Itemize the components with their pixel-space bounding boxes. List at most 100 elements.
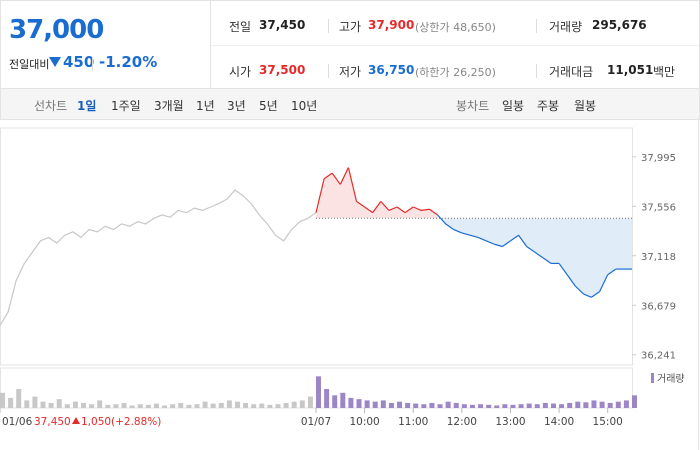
price-segment	[380, 200, 390, 211]
volume-bar	[632, 395, 637, 408]
stat-value: 295,676	[592, 18, 647, 32]
volume-bar	[234, 401, 240, 408]
price-segment	[331, 172, 341, 185]
volume-bar	[437, 404, 443, 408]
volume-bar	[364, 400, 370, 408]
volume-bar	[567, 402, 573, 408]
price-segment	[566, 274, 576, 287]
volume-bar	[461, 404, 467, 408]
change-rate: -1.20%	[99, 53, 158, 71]
x-tick-label: 11:00	[398, 416, 428, 428]
volume-bar	[372, 401, 378, 408]
up-arrow	[72, 417, 80, 424]
price-segment	[412, 206, 422, 211]
volume-bar	[186, 404, 192, 408]
prev-change-note: 1,050	[81, 416, 111, 428]
volume-bar	[453, 402, 459, 408]
price-summary: 37,000 전일대비 450 -1.20%	[1, 1, 211, 89]
volume-bar	[534, 404, 540, 408]
volume-bar	[591, 400, 597, 408]
volume-bar	[332, 395, 338, 408]
volume-bar	[518, 404, 524, 408]
price-segment	[574, 285, 584, 295]
volume-bar	[542, 402, 548, 408]
volume-bar	[218, 402, 224, 408]
tab[interactable]: 1주일	[111, 99, 141, 113]
volume-bar	[397, 401, 403, 408]
price-segment	[445, 223, 455, 231]
period-tabs: 선차트 1일 1주일 3개월 1년 3년 5년 10년 봉차트 일봉 주봉 월봉	[0, 88, 700, 120]
volume-bar	[356, 399, 362, 408]
prev-rate-note: (+2.88%)	[111, 416, 161, 428]
stat-label: 시가	[229, 65, 252, 79]
volume-legend: 거래량	[657, 373, 685, 385]
price-segment	[502, 240, 511, 247]
tab-group-label: 선차트	[34, 99, 68, 113]
volume-bar	[510, 404, 516, 408]
stat-label: 거래량	[549, 20, 583, 34]
price-segment	[518, 234, 528, 247]
volume-bar	[599, 401, 605, 408]
volume-bar	[121, 402, 127, 408]
volume-bar	[89, 404, 95, 408]
tab[interactable]: 3개월	[154, 99, 184, 113]
tab[interactable]: 1년	[196, 99, 215, 113]
volume-bar	[129, 405, 135, 408]
stat-note: (상한가 48,650)	[415, 21, 496, 34]
volume-bar	[380, 400, 386, 408]
volume-bar	[583, 402, 589, 408]
volume-bar	[550, 403, 556, 408]
tab[interactable]: 5년	[259, 99, 278, 113]
volume-bar	[283, 402, 289, 408]
volume-bar	[307, 396, 313, 408]
price-segment	[339, 167, 349, 185]
area-down	[316, 218, 632, 298]
tab[interactable]: 10년	[291, 99, 318, 113]
stat-value: 37,900	[368, 18, 415, 32]
price-segment	[388, 206, 398, 211]
volume-bar	[623, 400, 629, 408]
volume-bar	[299, 400, 305, 408]
volume-bar	[40, 401, 46, 408]
tab[interactable]: 3년	[227, 99, 246, 113]
volume-bar	[153, 403, 159, 408]
volume-bar	[137, 404, 143, 408]
price-segment	[485, 240, 495, 245]
price-segment	[404, 206, 414, 214]
price-segment	[429, 208, 438, 216]
volume-bar	[275, 404, 281, 408]
volume-bar	[340, 392, 346, 408]
volume-bar	[32, 396, 38, 408]
volume-bar	[48, 402, 54, 408]
price-segment	[364, 206, 374, 214]
tab[interactable]: 일봉	[502, 99, 525, 113]
volume-bar	[267, 404, 273, 408]
y-tick-label: 37,118	[641, 252, 676, 263]
stat-label: 고가	[339, 20, 362, 34]
volume-bar	[405, 402, 411, 408]
stat-value: 11,051	[607, 63, 654, 77]
tab[interactable]: 주봉	[537, 99, 560, 113]
price-segment	[494, 243, 503, 248]
x-tick-label: 01/07	[301, 416, 331, 428]
prev-close-note: 37,450	[34, 416, 71, 428]
stat-value: 37,450	[259, 18, 306, 32]
price-segment	[477, 236, 487, 242]
stat-value: 36,750	[368, 63, 415, 77]
volume-bar	[607, 402, 613, 408]
volume-bar	[348, 397, 354, 408]
volume-legend-swatch	[651, 373, 654, 383]
price-segment	[396, 206, 406, 214]
stat-note: (하한가 26,250)	[415, 66, 496, 79]
price-segment	[599, 274, 609, 292]
price-segment	[607, 268, 617, 276]
tab[interactable]: 월봉	[574, 99, 597, 113]
x-tick-label: 10:00	[349, 416, 379, 428]
volume-bar	[97, 400, 103, 408]
volume-bar	[105, 404, 111, 408]
volume-bar	[502, 404, 508, 408]
price-segment	[347, 167, 358, 202]
volume-bar	[170, 404, 176, 408]
tab[interactable]: 1일	[77, 99, 97, 113]
volume-bar	[316, 376, 321, 408]
